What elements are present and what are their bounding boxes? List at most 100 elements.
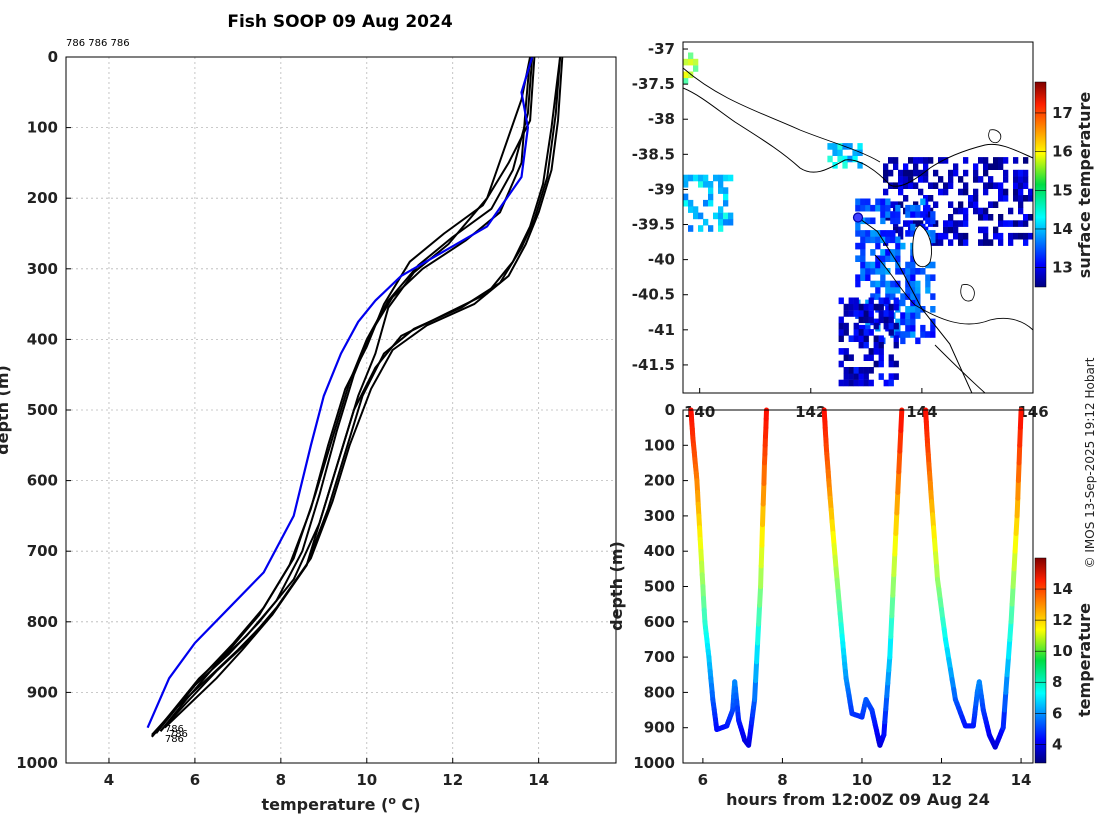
profile-4-line	[164, 56, 532, 729]
sst-cell	[925, 217, 931, 225]
sst-cell	[998, 214, 1004, 221]
sst-cell	[838, 379, 844, 387]
temperature-profile-panel: 4 6 8 10 12 14 0 100 200 300 400 500 600 700 800 900 100…	[0, 48, 617, 814]
sst-cell	[880, 204, 886, 212]
sst-cell	[978, 226, 984, 234]
sst-cell	[848, 335, 854, 342]
sst-cell	[938, 157, 944, 164]
cast-1-segment	[755, 621, 762, 646]
sst-cell	[923, 195, 929, 202]
sst-cell	[930, 261, 936, 269]
sst-cell	[888, 310, 894, 317]
sst-cell	[953, 169, 959, 177]
temperature-colorbar-label: temperature	[1075, 603, 1094, 717]
sst-cell	[910, 223, 916, 231]
sst-cell	[925, 280, 931, 288]
sst-cell	[868, 310, 874, 317]
sst-cell	[868, 354, 874, 361]
sst-cell	[898, 188, 904, 196]
sst-cell	[698, 212, 704, 220]
sst-cell	[875, 242, 881, 250]
cast-2-segment	[896, 448, 903, 475]
cast-1-segment	[758, 563, 764, 589]
sst-cell	[893, 182, 899, 189]
depth-time-panel: 6 8 10 12 14 0 100 200 300 400 500 600 700 800 900 1000…	[607, 401, 1094, 809]
sst-cell	[983, 169, 989, 177]
sst-cell	[963, 182, 969, 189]
sst-cell	[973, 188, 979, 196]
sst-cell	[983, 182, 989, 189]
sst-cell	[688, 174, 694, 182]
sst-cell	[915, 287, 921, 294]
sst-cell	[943, 157, 949, 164]
sst-cell	[858, 379, 864, 387]
sst-cell	[868, 379, 874, 387]
sst-cell	[930, 306, 936, 313]
sst-cell	[718, 174, 724, 182]
sst-cell	[855, 198, 861, 206]
sst-cell	[848, 379, 854, 387]
sst-cell	[905, 318, 911, 326]
sst-cell	[853, 310, 859, 317]
sst-cell	[865, 274, 871, 281]
sst-cell	[898, 176, 904, 183]
sst-cell	[908, 220, 914, 227]
dt-y-tick-label: 700	[644, 648, 675, 666]
sst-cell	[920, 268, 926, 275]
sst-cell	[708, 193, 714, 201]
cast-2-segment	[891, 551, 898, 578]
cast-3-segment	[1000, 707, 1007, 731]
sst-cell	[888, 322, 894, 330]
profile-6-line	[159, 56, 564, 732]
sst-cell	[863, 303, 869, 311]
sst-cell	[860, 236, 866, 244]
sst-cell	[1023, 157, 1029, 164]
sst-cell	[933, 220, 939, 227]
map-ticks: -37 -37.5 -38 -38.5 -39 -39.5 -40 -40.5 -41 -41.5…	[632, 40, 1049, 421]
sst-cell	[860, 274, 866, 281]
sst-cell	[1013, 195, 1019, 202]
profile-ids-label: 786 786 786	[66, 38, 130, 49]
sst-cell	[885, 211, 891, 218]
dt-y-tick-label: 900	[644, 719, 675, 737]
sst-cell	[855, 255, 861, 262]
sst-cell	[925, 287, 931, 294]
sst-cell	[870, 249, 876, 256]
sst-cell	[910, 261, 916, 269]
sst-cell	[838, 335, 844, 342]
sst-cell	[853, 335, 859, 342]
sst-cell	[878, 310, 884, 317]
sst-cell	[973, 169, 979, 177]
sst-cell	[713, 174, 719, 182]
sst-cell	[880, 255, 886, 262]
sst-cell	[933, 182, 939, 189]
cast-2-segment	[893, 510, 900, 536]
sst-cell	[873, 303, 879, 311]
sst-cell	[873, 322, 879, 330]
sst-cell	[708, 187, 714, 194]
cast-1-segment	[753, 659, 760, 684]
sst-cell	[890, 236, 896, 244]
sst-cell	[988, 182, 994, 189]
sst-cell	[723, 193, 729, 201]
sst-cell	[915, 312, 921, 319]
cast-3-segment	[1017, 407, 1024, 431]
sst-cell	[875, 268, 881, 275]
sst-cell	[963, 157, 969, 164]
sst-cell	[683, 174, 689, 182]
sst-cell	[893, 297, 899, 305]
sst-cell	[880, 211, 886, 218]
sst-cell	[865, 198, 871, 206]
sst-cell	[988, 239, 994, 246]
sst-cell	[888, 379, 894, 387]
sst-cell	[1028, 232, 1033, 240]
sst-cell	[1013, 232, 1019, 240]
sst-cell	[963, 239, 969, 246]
sst-cell	[1003, 169, 1009, 177]
dt-x-tick-label: 12	[931, 771, 952, 789]
sst-cell	[1013, 188, 1019, 196]
sst-cell	[865, 204, 871, 212]
sst-cell	[930, 293, 936, 300]
sst-cell	[895, 242, 901, 250]
sst-cell	[885, 198, 891, 206]
